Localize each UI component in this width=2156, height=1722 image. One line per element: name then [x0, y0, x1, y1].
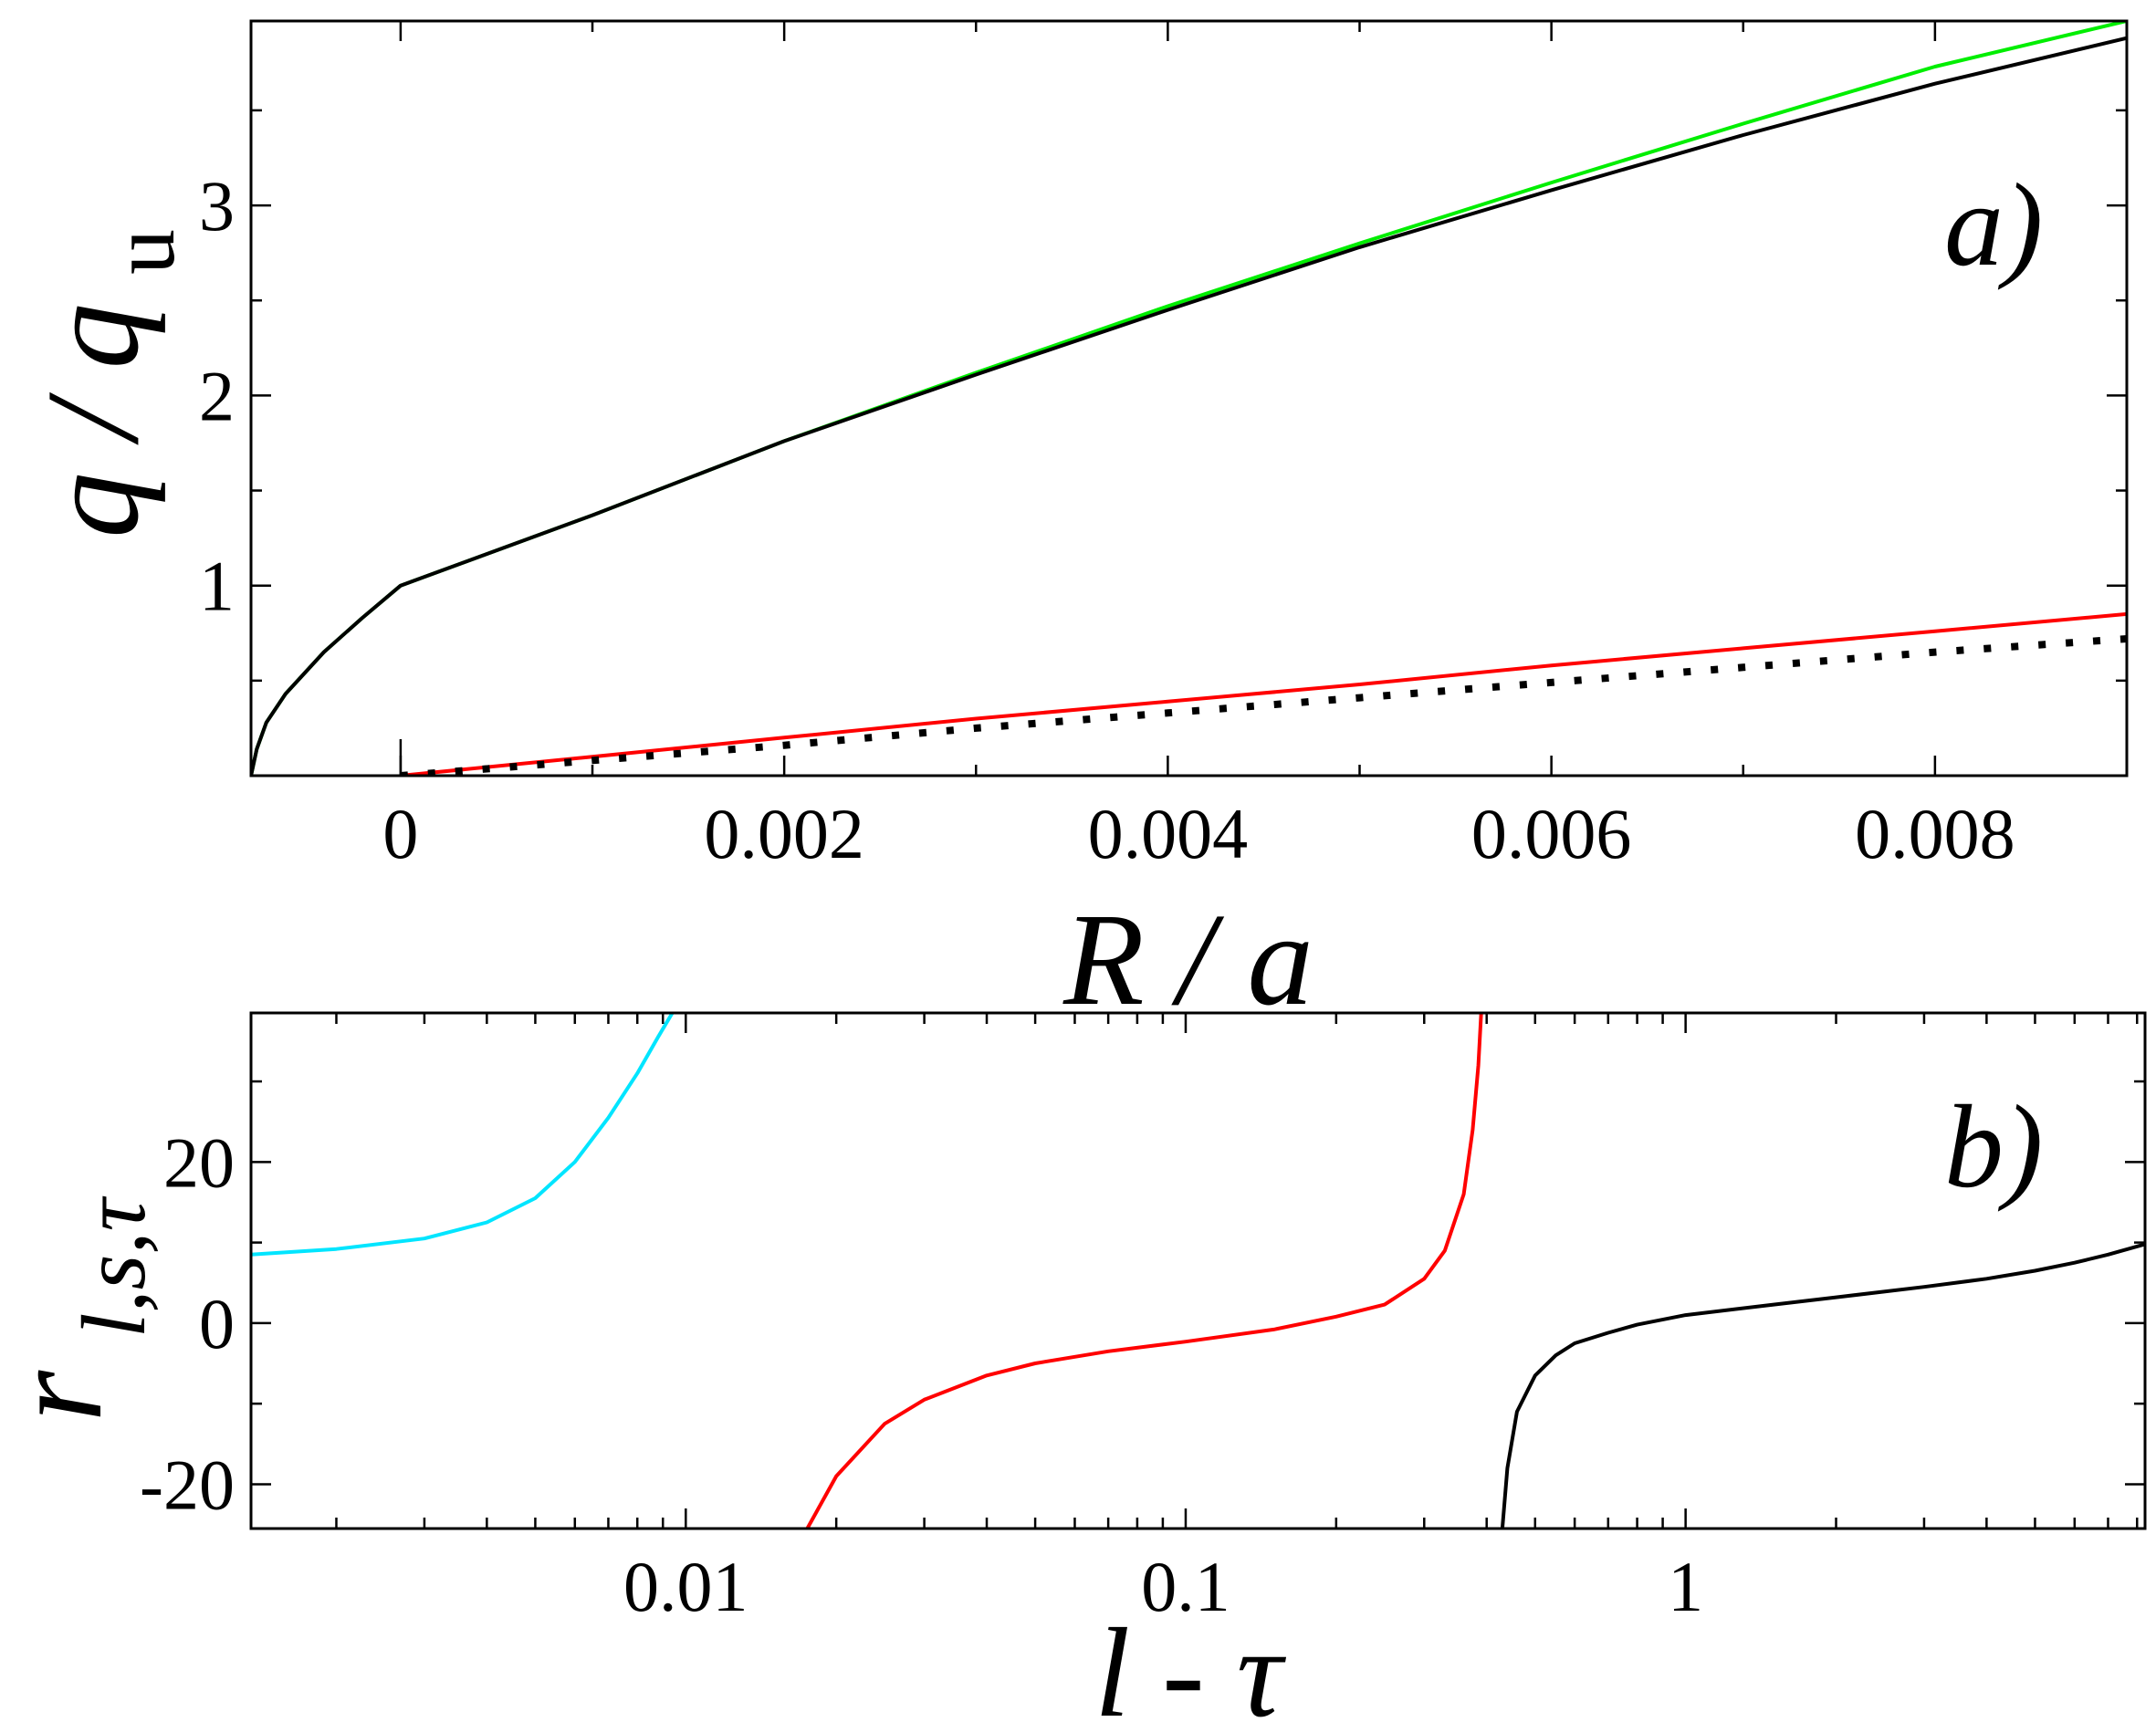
panel-a-y-axis-title-subscript: u: [92, 229, 194, 275]
panel-b-plot-area: [251, 1013, 2145, 1529]
panel-a-frame: [249, 19, 2129, 778]
panel-a: 0 0.002 0.004 0.006 0.008 1 2 3 a) R / a q / q …: [20, 19, 2129, 1033]
panel-b-x-tick-label: 0.01: [623, 1547, 748, 1626]
panel-b-x-axis-title: l - τ: [1094, 1602, 1287, 1722]
panel-b-y-axis-title-subscript: l,s,τ: [63, 1196, 164, 1339]
panel-b-x-tick-label: 0.1: [1141, 1547, 1230, 1626]
panel-a-x-tick-label: 0.006: [1471, 794, 1632, 873]
panel-a-x-axis-title: R / a: [1062, 887, 1313, 1033]
panel-b-label: b): [1944, 1081, 2043, 1213]
panel-a-plot-area: [251, 21, 2127, 776]
panel-a-y-tick-label: 3: [199, 166, 235, 245]
panel-a-series-green: [251, 21, 2127, 776]
panel-a-y-axis-title-main: q / q: [20, 303, 166, 538]
panel-a-x-tick-label: 0.008: [1855, 794, 2015, 873]
panel-b-frame: [249, 1011, 2147, 1530]
panel-a-ticks: 0 0.002 0.004 0.006 0.008 1 2 3: [199, 21, 2129, 873]
panel-b-y-axis-title-main: r: [0, 1370, 130, 1422]
panel-a-series-black-dotted: [400, 635, 2127, 776]
panel-b-ticks: 0.01 0.1 1 -20 0 20: [140, 1013, 2145, 1626]
panel-a-series-black: [251, 36, 2127, 776]
panel-a-series-red: [400, 611, 2127, 776]
panel-a-y-tick-label: 1: [199, 547, 235, 626]
panel-b-y-tick-label: -20: [140, 1445, 235, 1524]
panel-a-x-tick-label: 0.004: [1088, 794, 1249, 873]
panel-b-y-tick-label: 0: [199, 1284, 235, 1363]
panel-a-y-tick-label: 2: [199, 356, 235, 435]
panel-b-series-red: [805, 1013, 1483, 1529]
panel-b-series-black: [1500, 1242, 2145, 1529]
panel-a-y-axis-title: q / q u: [20, 229, 194, 538]
panel-b-x-tick-label: 1: [1668, 1547, 1703, 1626]
panel-b-y-tick-label: 20: [163, 1122, 235, 1202]
panel-a-label: a): [1944, 160, 2043, 291]
panel-a-x-tick-label: 0.002: [704, 794, 864, 873]
panel-a-x-tick-label: 0: [382, 794, 418, 873]
panel-b-series-cyan: [251, 1013, 675, 1257]
panel-b-y-axis-title: r l,s,τ: [0, 1196, 164, 1423]
panel-b: 0.01 0.1 1 -20 0 20 b) l - τ r l,s,τ: [0, 1011, 2147, 1722]
